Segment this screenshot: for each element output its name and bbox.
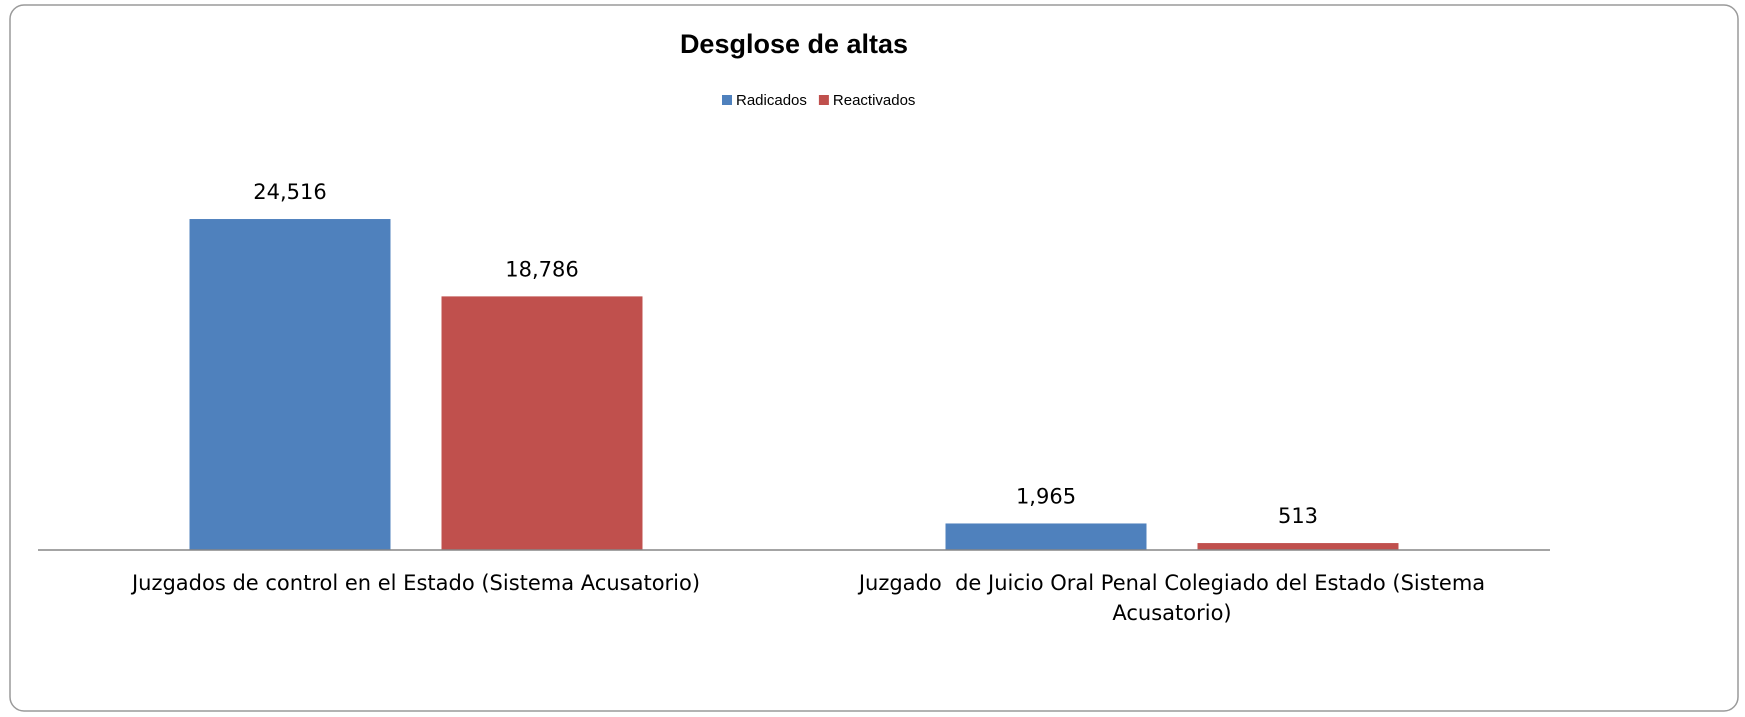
data-label: 24,516 <box>253 180 326 204</box>
data-label: 513 <box>1278 504 1318 528</box>
x-tick-label-box: Juzgados de control en el Estado (Sistem… <box>131 571 701 595</box>
x-tick-label-box: Juzgado de Juicio Oral Penal Colegiado d… <box>858 571 1492 625</box>
data-label: 1,965 <box>1016 484 1076 508</box>
legend-label: Reactivados <box>833 92 916 109</box>
bar <box>945 523 1147 550</box>
data-label: 18,786 <box>505 257 578 281</box>
bar <box>441 296 643 550</box>
legend-swatch <box>722 95 732 105</box>
chart-title: Desglose de altas <box>680 29 908 59</box>
legend-swatch <box>818 95 829 105</box>
bar <box>189 219 391 550</box>
x-tick-label: Juzgado de Juicio Oral Penal Colegiado d… <box>858 571 1492 625</box>
legend-label: Radicados <box>736 92 807 109</box>
bar <box>1197 543 1399 550</box>
x-tick-label: Juzgados de control en el Estado (Sistem… <box>131 571 701 595</box>
